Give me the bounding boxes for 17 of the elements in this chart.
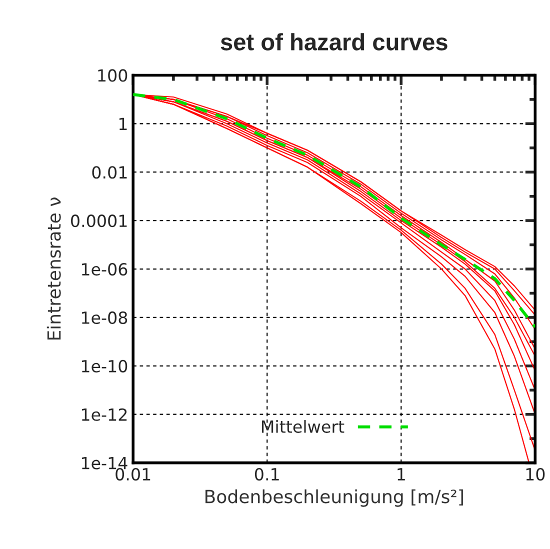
y-axis-title: Eintretensrate ν — [46, 198, 61, 340]
x-axis-title: Bodenbeschleunigung [m/s²] — [206, 489, 463, 507]
x-tick-label: 0.01 — [116, 468, 150, 481]
x-tick-label: 1 — [398, 468, 405, 480]
legend-label: Mittelwert — [262, 420, 344, 433]
x-tick-label: 10 — [526, 468, 545, 481]
y-tick-label: 1e-14 — [82, 456, 128, 470]
y-tick-label: 1e-06 — [82, 262, 128, 276]
y-tick-label: 1e-08 — [82, 311, 128, 324]
y-tick-label: 1e-10 — [82, 360, 128, 372]
y-tick-label: 0.01 — [92, 166, 127, 179]
y-tick-label: 1 — [119, 118, 127, 130]
chart-title: set of hazard curves — [220, 33, 448, 50]
y-tick-label: 1e-12 — [82, 408, 127, 421]
x-tick-label: 0.1 — [254, 468, 279, 481]
y-tick-label: 100 — [98, 69, 128, 82]
y-tick-label: 0.0001 — [71, 214, 127, 228]
